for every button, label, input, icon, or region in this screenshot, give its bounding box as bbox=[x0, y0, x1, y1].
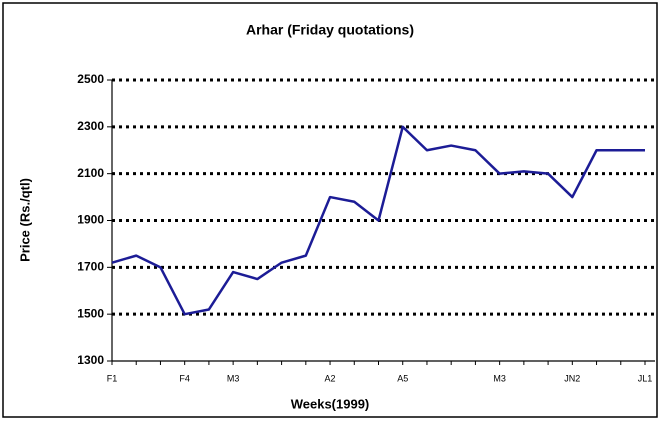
x-axis-title: Weeks(1999) bbox=[291, 396, 370, 411]
x-tick-label: M3 bbox=[227, 373, 240, 383]
x-tick-label: A2 bbox=[325, 373, 336, 383]
chart-title: Arhar (Friday quotations) bbox=[246, 22, 414, 38]
y-tick-label: 2100 bbox=[77, 166, 104, 180]
line-series bbox=[111, 125, 645, 316]
y-tick-label: 1900 bbox=[77, 213, 104, 227]
x-tick-label: JL1 bbox=[638, 373, 653, 383]
x-tick-label: M3 bbox=[493, 373, 506, 383]
x-tick-label: F1 bbox=[107, 373, 118, 383]
y-tick-label: 1500 bbox=[77, 306, 104, 320]
x-tick-label: A5 bbox=[397, 373, 408, 383]
y-tick-label: 1300 bbox=[77, 353, 104, 367]
y-tick-label: 2500 bbox=[77, 72, 104, 86]
y-tick-label: 2300 bbox=[77, 119, 104, 133]
x-tick-label: JN2 bbox=[564, 373, 580, 383]
y-axis-title: Price (Rs./qtl) bbox=[17, 178, 32, 262]
x-tick-label: F4 bbox=[179, 373, 190, 383]
y-tick-label: 1700 bbox=[77, 260, 104, 274]
